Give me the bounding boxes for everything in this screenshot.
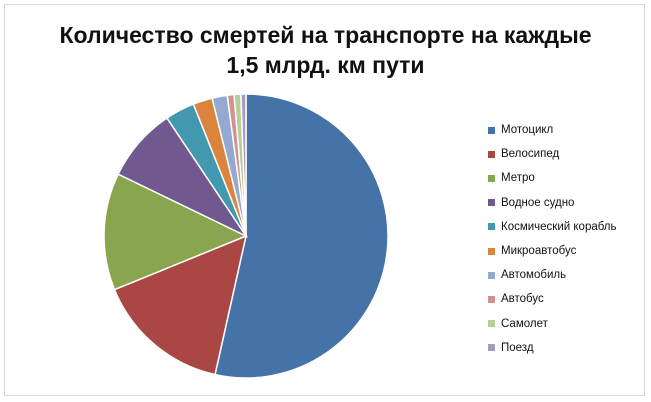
legend-swatch [488,271,495,279]
legend-item-8: Автобус [488,287,648,311]
legend-item-4: Водное судно [488,191,648,215]
legend-swatch [488,247,495,255]
legend-swatch [488,320,495,328]
legend-item-7: Автомобиль [488,263,648,287]
legend-label: Метро [501,172,535,185]
pie-slice-1 [214,93,389,379]
legend-swatch [488,199,495,207]
pie-slice-10 [240,93,247,237]
legend-swatch [488,344,495,352]
legend-label: Поезд [501,341,534,354]
legend-swatch [488,174,495,182]
legend-item-5: Космический корабль [488,215,648,239]
legend-label: Велосипед [501,148,560,161]
legend-swatch [488,126,495,134]
pie-slice-2 [113,234,248,376]
chart-title-line-2: 1,5 млрд. км пути [226,52,425,78]
legend-swatch [488,150,495,158]
legend-item-1: Мотоцикл [488,118,648,142]
legend-item-2: Велосипед [488,142,648,166]
legend-swatch [488,295,495,303]
legend-item-10: Поезд [488,336,648,360]
legend-label: Автобус [501,293,544,306]
legend-label: Водное судно [501,196,575,209]
legend-label: Мотоцикл [501,124,554,137]
legend-item-6: Микроавтобус [488,239,648,263]
legend-label: Автомобиль [501,269,567,282]
legend-swatch [488,223,495,231]
legend-item-9: Самолет [488,312,648,336]
chart-legend: Мотоцикл Велосипед Метро Водное судно Космич… [488,118,648,360]
legend-label: Микроавтобус [501,245,577,258]
legend-item-3: Метро [488,166,648,190]
pie-slice-3 [103,173,248,291]
chart-title-line-1: Количество смертей на транспорте на кажд… [59,22,592,48]
legend-label: Самолет [501,317,548,330]
legend-label: Космический корабль [501,220,617,233]
